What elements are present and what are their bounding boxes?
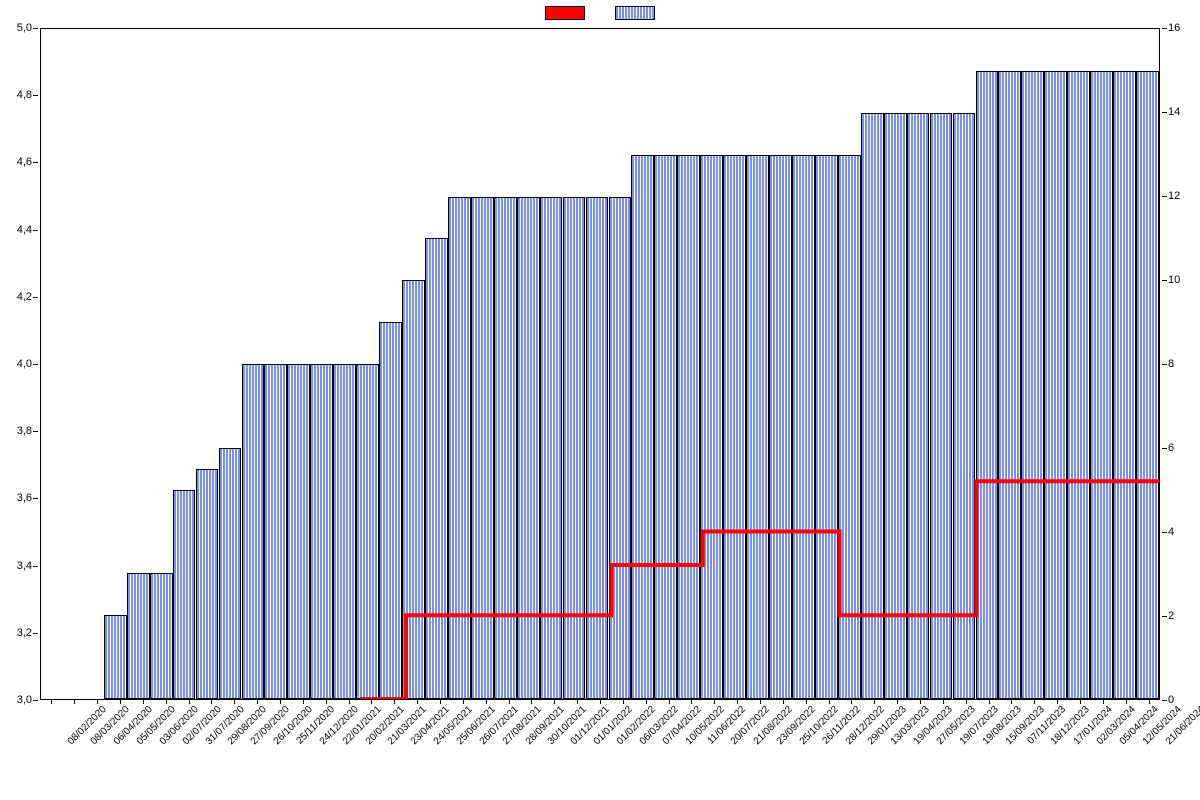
chart-legend — [545, 6, 655, 20]
bar — [540, 197, 563, 700]
bar — [631, 155, 654, 699]
bar — [998, 71, 1021, 699]
bar — [654, 155, 677, 699]
bars-container — [41, 29, 1159, 699]
bar — [953, 113, 976, 699]
bar — [448, 197, 471, 700]
y-right-tick-label: 8 — [1168, 358, 1174, 370]
bar — [425, 238, 448, 699]
y-right-tick-label: 10 — [1168, 274, 1180, 286]
bar — [517, 197, 540, 700]
bar — [494, 197, 517, 700]
legend-swatch-blue — [615, 6, 655, 20]
bar — [150, 573, 173, 699]
bar — [333, 364, 356, 699]
bar — [173, 490, 196, 699]
bar — [196, 469, 219, 699]
y-left-tick-label: 4,8 — [17, 89, 32, 101]
y-left-tick-label: 4,0 — [17, 358, 32, 370]
bar — [1067, 71, 1090, 699]
y-right-tick-label: 14 — [1168, 106, 1180, 118]
bar — [242, 364, 265, 699]
bar — [700, 155, 723, 699]
bar — [1090, 71, 1113, 699]
bar — [471, 197, 494, 700]
bar — [976, 71, 999, 699]
y-left-tick-label: 3,2 — [17, 627, 32, 639]
bar — [838, 155, 861, 699]
bar — [219, 448, 242, 699]
y-axis-left: 3,03,23,43,63,84,04,24,44,64,85,0 — [0, 28, 38, 700]
bar — [769, 155, 792, 699]
y-left-tick-label: 3,6 — [17, 492, 32, 504]
bar — [104, 615, 127, 699]
y-left-tick-label: 3,0 — [17, 694, 32, 706]
bar — [723, 155, 746, 699]
y-right-tick-label: 2 — [1168, 610, 1174, 622]
bar — [792, 155, 815, 699]
bar — [586, 197, 609, 700]
y-left-tick-label: 3,8 — [17, 425, 32, 437]
bar — [1021, 71, 1044, 699]
bar — [1113, 71, 1136, 699]
bar — [402, 280, 425, 699]
y-right-tick-label: 0 — [1168, 694, 1174, 706]
bar — [815, 155, 838, 699]
bar — [609, 197, 632, 700]
bar — [310, 364, 333, 699]
bar — [861, 113, 884, 699]
bar — [379, 322, 402, 699]
bar — [677, 155, 700, 699]
bar — [1044, 71, 1067, 699]
y-left-tick-label: 4,6 — [17, 156, 32, 168]
y-left-tick-label: 5,0 — [17, 22, 32, 34]
bar — [356, 364, 379, 699]
legend-item-bar — [615, 6, 655, 20]
bar — [127, 573, 150, 699]
y-axis-right: 0246810121416 — [1162, 28, 1200, 700]
bar — [563, 197, 586, 700]
bar — [884, 113, 907, 699]
y-right-tick-label: 4 — [1168, 526, 1174, 538]
x-axis: 08/02/202008/03/202006/04/202005/05/2020… — [40, 700, 1160, 800]
bar — [746, 155, 769, 699]
bar — [264, 364, 287, 699]
legend-swatch-red — [545, 6, 585, 20]
y-right-tick-label: 12 — [1168, 190, 1180, 202]
bar — [1136, 71, 1159, 699]
chart-plot-area — [40, 28, 1160, 700]
bar — [287, 364, 310, 699]
y-left-tick-label: 4,2 — [17, 291, 32, 303]
bar — [907, 113, 930, 699]
y-left-tick-label: 4,4 — [17, 224, 32, 236]
y-right-tick-label: 6 — [1168, 442, 1174, 454]
y-right-tick-label: 16 — [1168, 22, 1180, 34]
bar — [930, 113, 953, 699]
legend-item-line — [545, 6, 585, 20]
y-left-tick-label: 3,4 — [17, 560, 32, 572]
